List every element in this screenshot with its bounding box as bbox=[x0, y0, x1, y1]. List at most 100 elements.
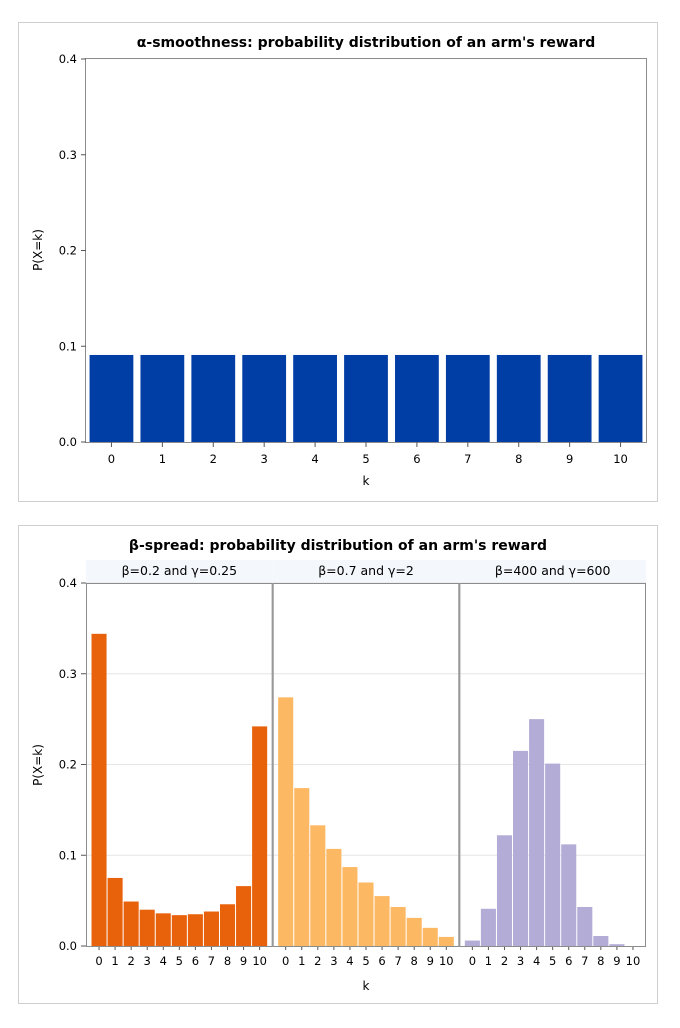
panel: 0 1 2 3 4 5 6 7 8 9 10 bbox=[86, 582, 273, 968]
panel-header-label: β=400 and γ=600 bbox=[495, 563, 611, 578]
bar bbox=[438, 936, 454, 946]
panel-header-bg bbox=[459, 560, 646, 583]
bar bbox=[342, 867, 358, 946]
panel-header-label: β=0.2 and γ=0.25 bbox=[122, 563, 238, 578]
y-tick-label: 0.3 bbox=[59, 667, 77, 681]
x-tick-label: 8 bbox=[515, 452, 522, 466]
x-tick-label: 9 bbox=[240, 954, 247, 968]
y-tick-label: 0.1 bbox=[59, 848, 77, 862]
x-tick-label: 1 bbox=[159, 452, 166, 466]
bar bbox=[545, 763, 561, 946]
y-tick-label: 0.4 bbox=[59, 52, 77, 66]
chart1-xlabel: k bbox=[363, 474, 370, 488]
x-tick-label: 7 bbox=[464, 452, 471, 466]
x-tick-label: 1 bbox=[111, 954, 118, 968]
x-tick-label: 10 bbox=[626, 954, 641, 968]
x-tick-label: 4 bbox=[346, 954, 353, 968]
alpha-smoothness-chart: α-smoothness: probability distribution o… bbox=[18, 22, 658, 502]
bar bbox=[191, 354, 236, 442]
y-tick-label: 0.0 bbox=[59, 939, 77, 953]
bar bbox=[107, 877, 123, 946]
x-tick-label: 1 bbox=[485, 954, 492, 968]
bar bbox=[422, 927, 438, 946]
bar bbox=[374, 896, 390, 946]
bar bbox=[547, 354, 592, 442]
chart1-title: α-smoothness: probability distribution o… bbox=[137, 35, 595, 51]
x-tick-label: 0 bbox=[108, 452, 115, 466]
x-tick-label: 6 bbox=[413, 452, 420, 466]
x-tick-label: 6 bbox=[192, 954, 199, 968]
panel: 0 1 2 3 4 5 6 7 8 9 10 bbox=[459, 582, 647, 968]
x-tick-label: 2 bbox=[127, 954, 134, 968]
x-tick-label: 0 bbox=[282, 954, 289, 968]
x-tick-label: 8 bbox=[224, 954, 231, 968]
x-tick-label: 6 bbox=[378, 954, 385, 968]
panel-header-label: β=0.7 and γ=2 bbox=[318, 563, 414, 578]
x-tick-label: 9 bbox=[427, 954, 434, 968]
x-tick-label: 6 bbox=[565, 954, 572, 968]
x-tick-label: 5 bbox=[549, 954, 556, 968]
bar bbox=[395, 354, 439, 442]
panel-border bbox=[86, 583, 273, 947]
bar bbox=[219, 904, 236, 946]
x-tick-label: 8 bbox=[411, 954, 418, 968]
bar bbox=[236, 886, 252, 946]
bar bbox=[242, 354, 287, 442]
y-tick-label: 0.0 bbox=[59, 435, 77, 449]
bar bbox=[480, 908, 496, 946]
y-tick-label: 0.4 bbox=[59, 576, 77, 590]
bar bbox=[252, 726, 268, 946]
panel-header-bg bbox=[272, 560, 460, 583]
chart2-title: β-spread: probability distribution of an… bbox=[129, 538, 547, 554]
bar bbox=[598, 354, 643, 442]
x-tick-label: 7 bbox=[394, 954, 401, 968]
x-tick-label: 5 bbox=[176, 954, 183, 968]
panel-border bbox=[272, 583, 460, 947]
bar bbox=[91, 633, 107, 946]
y-tick-label: 0.1 bbox=[59, 339, 77, 353]
x-tick-label: 10 bbox=[252, 954, 267, 968]
bar bbox=[123, 901, 139, 946]
bar bbox=[464, 940, 480, 946]
bar bbox=[513, 750, 529, 946]
bar bbox=[89, 354, 134, 442]
bar bbox=[406, 917, 422, 946]
bar bbox=[577, 906, 593, 946]
bar bbox=[593, 936, 609, 946]
x-tick-label: 8 bbox=[597, 954, 604, 968]
bar bbox=[496, 835, 513, 946]
x-tick-label: 10 bbox=[613, 452, 628, 466]
x-tick-label: 2 bbox=[210, 452, 217, 466]
x-tick-label: 7 bbox=[581, 954, 588, 968]
bar bbox=[609, 944, 625, 946]
x-tick-label: 5 bbox=[362, 954, 369, 968]
bar bbox=[358, 882, 374, 946]
bar bbox=[390, 906, 406, 946]
x-tick-label: 0 bbox=[95, 954, 102, 968]
x-tick-label: 10 bbox=[439, 954, 454, 968]
x-tick-label: 2 bbox=[314, 954, 321, 968]
chart2-ylabel: P(X=k) bbox=[31, 744, 45, 786]
bar bbox=[278, 697, 294, 946]
bar bbox=[294, 788, 310, 946]
bar bbox=[187, 914, 203, 946]
y-tick-label: 0.2 bbox=[59, 244, 77, 258]
beta-spread-chart: β-spread: probability distribution of an… bbox=[18, 525, 658, 1004]
x-tick-label: 3 bbox=[517, 954, 524, 968]
chart1-ylabel: P(X=k) bbox=[31, 229, 45, 271]
y-tick-label: 0.3 bbox=[59, 148, 77, 162]
x-tick-label: 7 bbox=[208, 954, 215, 968]
x-tick-label: 9 bbox=[613, 954, 620, 968]
x-tick-label: 3 bbox=[144, 954, 151, 968]
x-tick-label: 3 bbox=[330, 954, 337, 968]
x-tick-label: 1 bbox=[298, 954, 305, 968]
y-tick-label: 0.2 bbox=[59, 758, 77, 772]
x-tick-label: 0 bbox=[469, 954, 476, 968]
x-tick-label: 5 bbox=[362, 452, 369, 466]
panel-border bbox=[459, 583, 647, 947]
bar bbox=[310, 825, 326, 946]
x-tick-label: 2 bbox=[501, 954, 508, 968]
x-tick-label: 9 bbox=[566, 452, 573, 466]
bar bbox=[344, 354, 388, 442]
bar bbox=[529, 719, 545, 946]
